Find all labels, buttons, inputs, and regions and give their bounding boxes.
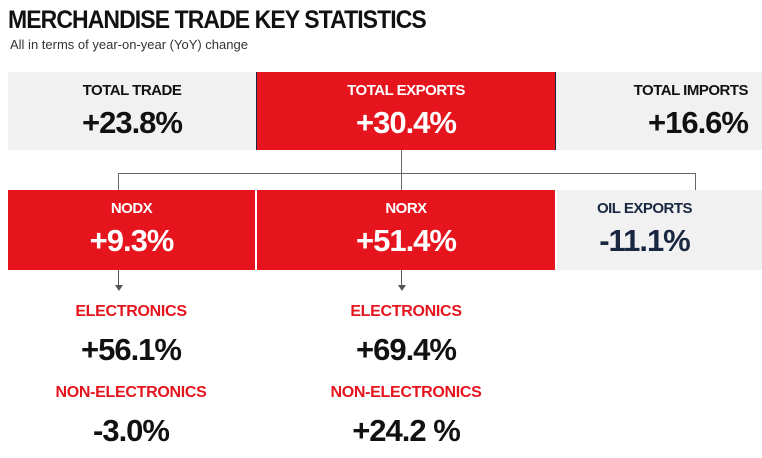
card-value: +16.6% [647, 105, 749, 140]
nodx-electronics-label: ELECTRONICS [75, 303, 187, 320]
nodx-electronics-value: +56.1% [80, 332, 182, 367]
card-label: TOTAL EXPORTS [347, 82, 465, 99]
arrow-line [401, 270, 402, 286]
total-exports-card: TOTAL EXPORTS +30.4% [256, 72, 556, 150]
subtitle: All in terms of year-on-year (YoY) chang… [10, 37, 248, 52]
total-trade-card: TOTAL TRADE +23.8% [8, 72, 256, 150]
card-value: +30.4% [355, 105, 457, 140]
arrow-down-icon [398, 285, 406, 291]
connector-line [118, 173, 696, 174]
nodx-card: NODX +9.3% [8, 190, 255, 270]
arrow-down-icon [115, 285, 123, 291]
card-label: OIL EXPORTS [596, 200, 693, 217]
oil-exports-card: OIL EXPORTS -11.1% [557, 190, 762, 270]
norx-non-electronics-label: NON-ELECTRONICS [330, 384, 482, 401]
card-label: TOTAL IMPORTS [633, 82, 749, 99]
norx-electronics-label: ELECTRONICS [350, 303, 462, 320]
card-value: +9.3% [89, 223, 175, 258]
card-label: NODX [110, 200, 153, 217]
norx-non-electronics-value: +24.2 % [352, 413, 461, 448]
card-value: -11.1% [599, 223, 691, 258]
card-label: NORX [385, 200, 427, 217]
card-value: +51.4% [355, 223, 457, 258]
connector-line [118, 173, 119, 190]
arrow-line [118, 270, 119, 286]
norx-card: NORX +51.4% [257, 190, 555, 270]
page-title: MERCHANDISE TRADE KEY STATISTICS [8, 6, 427, 34]
connector-line [695, 173, 696, 190]
card-value: +23.8% [81, 105, 183, 140]
connector-line [401, 150, 402, 190]
norx-electronics-value: +69.4% [355, 332, 457, 367]
card-label: TOTAL TRADE [82, 82, 182, 99]
total-imports-card: TOTAL IMPORTS +16.6% [556, 72, 762, 150]
nodx-non-electronics-value: -3.0% [93, 413, 170, 448]
nodx-non-electronics-label: NON-ELECTRONICS [55, 384, 207, 401]
